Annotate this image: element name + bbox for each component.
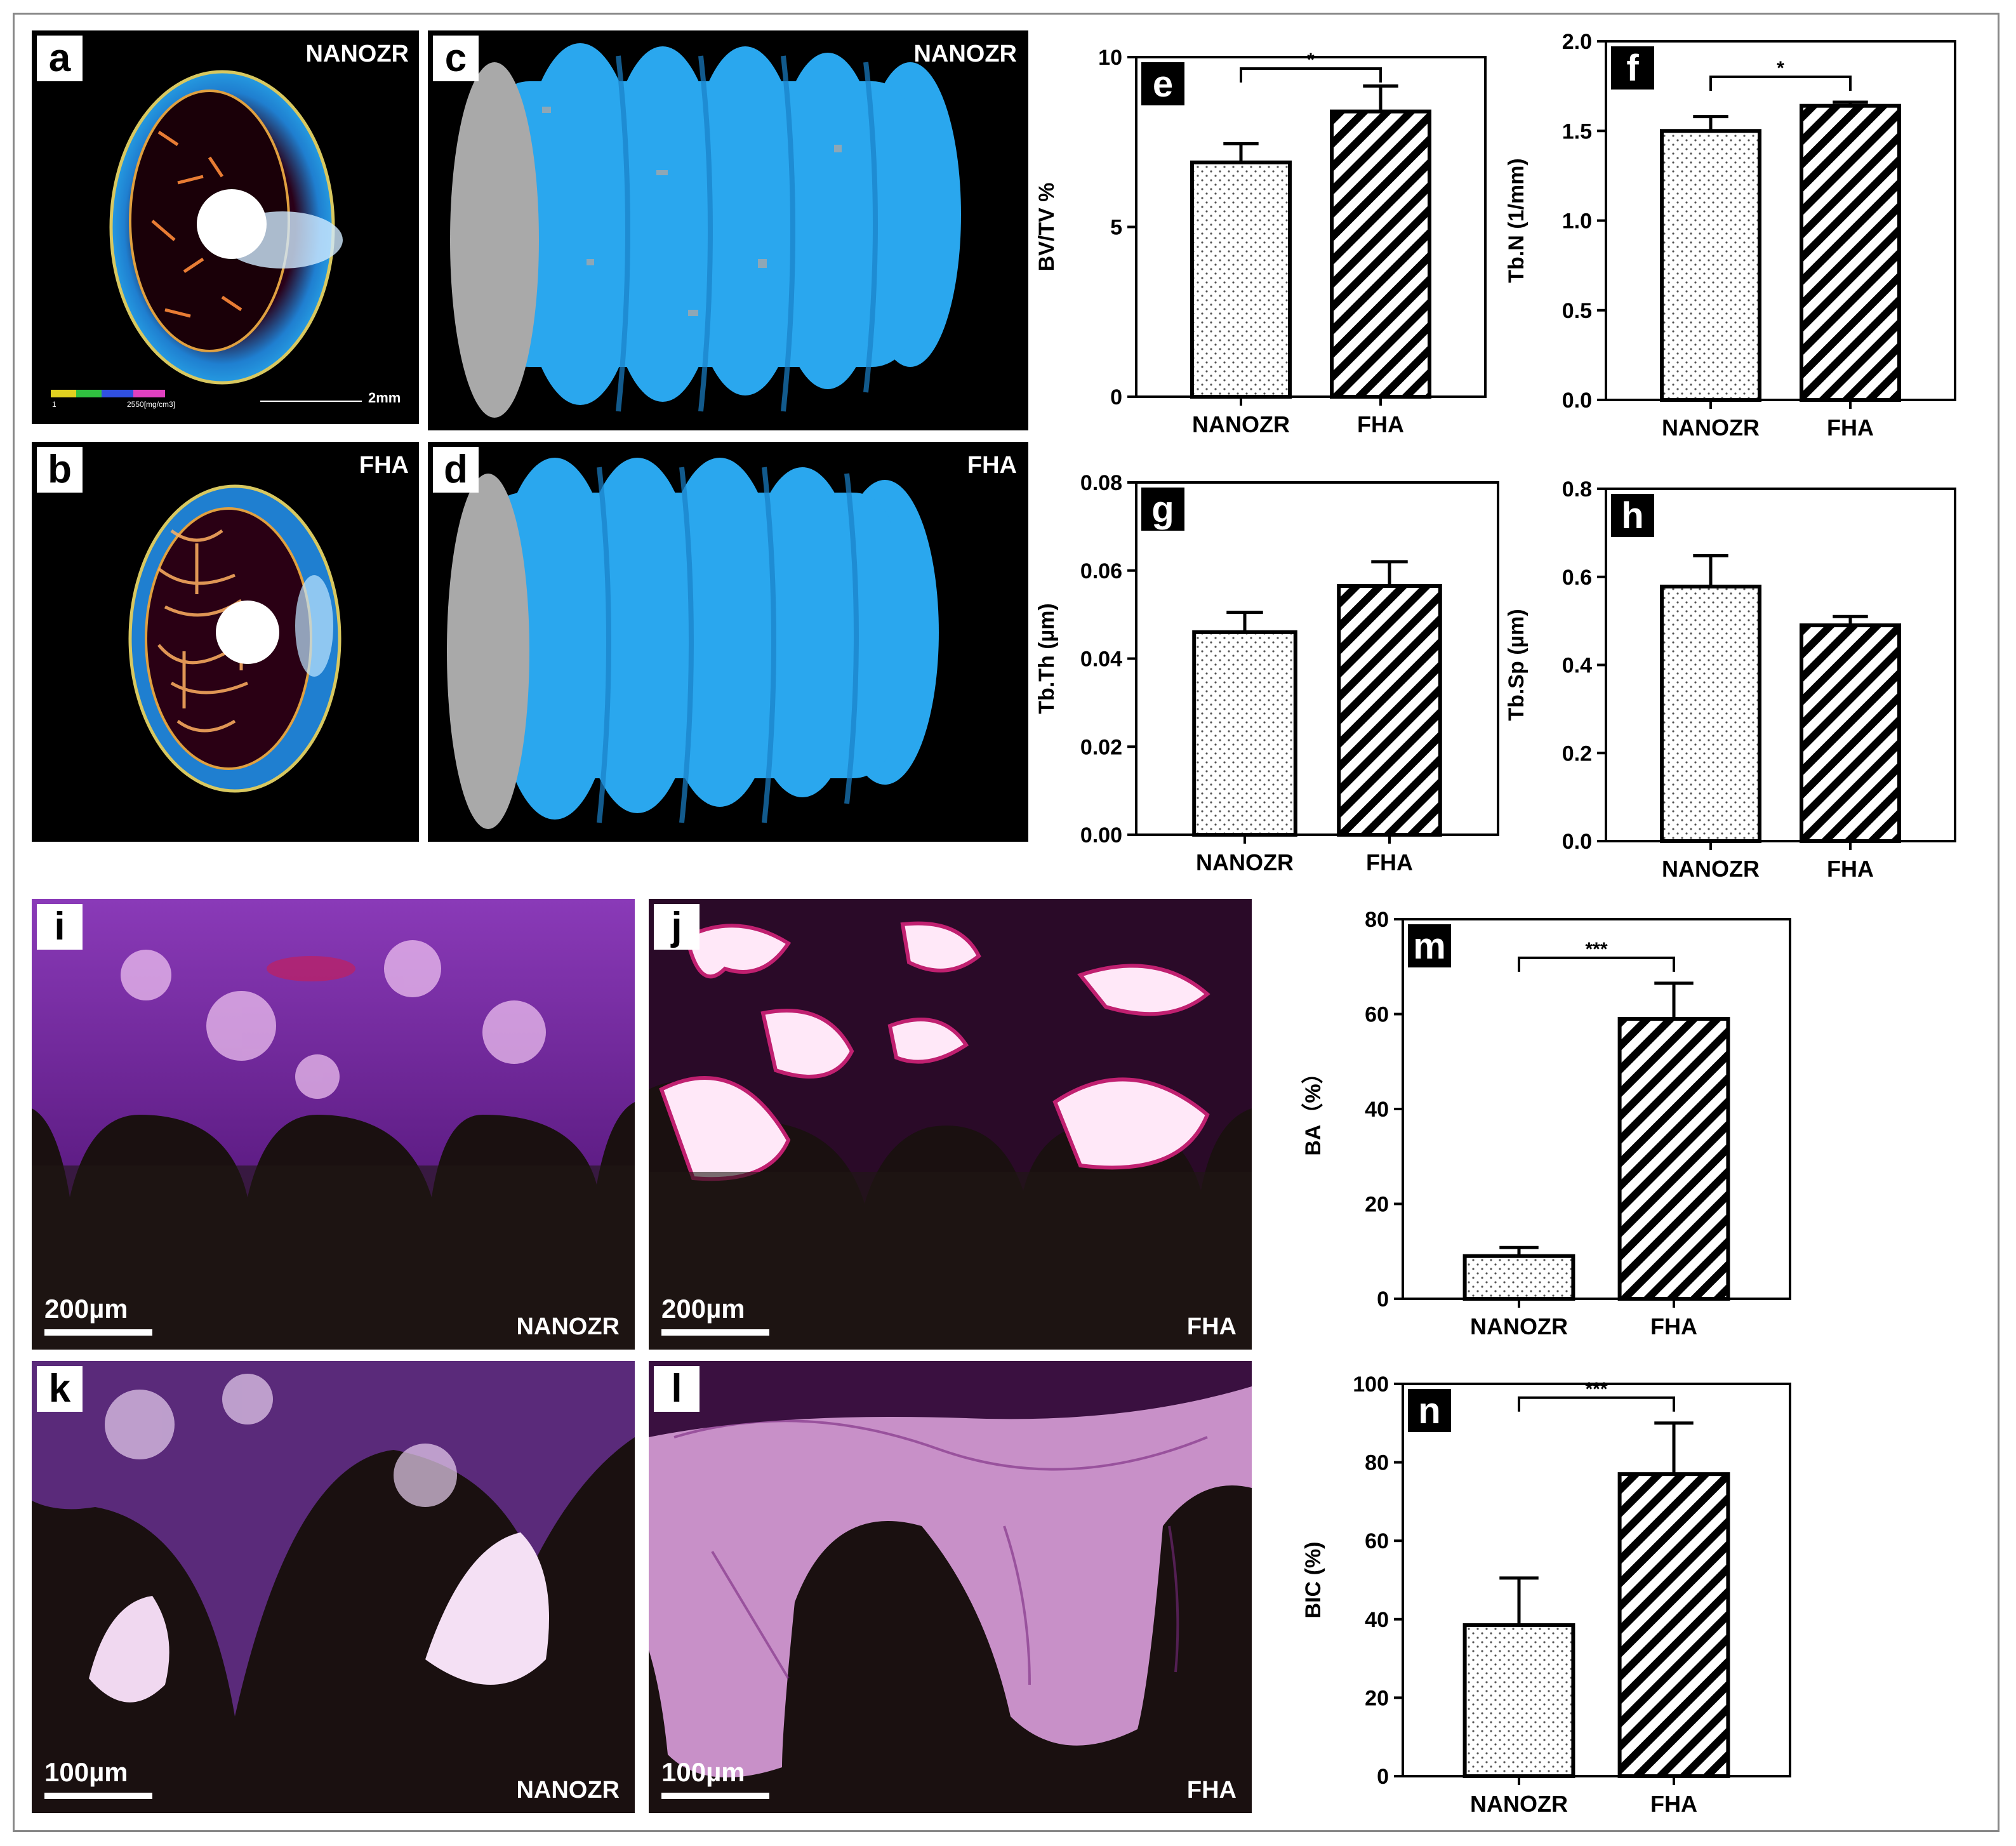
panel-letter-j: j: [654, 904, 700, 950]
panel-k: k NANOZR 100µm: [32, 1361, 635, 1813]
group-label-i: NANOZR: [516, 1313, 620, 1340]
panel-j: j FHA 200µm: [649, 899, 1252, 1350]
ct-section-nanozr: [51, 70, 362, 402]
group-label-k: NANOZR: [516, 1777, 620, 1803]
scale-label-j: 200µm: [661, 1294, 745, 1324]
scale-bar-j: [661, 1329, 769, 1336]
group-label-l: FHA: [1186, 1777, 1237, 1803]
panel-d: d FHA: [428, 442, 1028, 842]
panel-i: i NANOZR 200µm: [32, 899, 635, 1350]
colorbar-max: 2550[mg/cm3]: [127, 400, 176, 409]
scale-label-a: 2mm: [368, 390, 401, 406]
scale-label-i: 200µm: [44, 1294, 128, 1324]
group-label-d: FHA: [967, 452, 1017, 479]
panel-c: c NANOZR: [428, 30, 1028, 430]
panel-a: a NANOZR 1 2550[mg/cm3] 2mm: [32, 30, 419, 424]
colorbar-min: 1: [52, 400, 56, 409]
histology-image-fha-200um: [649, 899, 1252, 1350]
group-label-c: NANOZR: [913, 41, 1017, 67]
panel-letter-a: a: [37, 36, 83, 81]
figure-frame: [13, 13, 1999, 1832]
panel-letter-i: i: [37, 904, 83, 950]
panel-letter-k: k: [37, 1366, 83, 1412]
panel-letter-d: d: [433, 447, 479, 493]
scale-label-l: 100µm: [661, 1757, 745, 1787]
group-label-a: NANOZR: [305, 41, 409, 67]
panel-letter-b: b: [37, 447, 83, 493]
group-label-b: FHA: [359, 452, 409, 479]
histology-image-nanozr-100um: [32, 1361, 635, 1717]
scale-bar-l: [661, 1793, 769, 1799]
scale-bar-k: [44, 1793, 152, 1799]
histology-image-nanozr-200um: [32, 899, 635, 1350]
bone-3d-render-nanozr: [450, 43, 961, 418]
panel-letter-c: c: [433, 36, 479, 81]
bone-3d-render-fha: [447, 458, 939, 829]
panel-l: l FHA 100µm: [649, 1361, 1252, 1813]
panel-letter-l: l: [654, 1366, 700, 1412]
panel-b: b FHA: [32, 442, 419, 842]
scale-label-k: 100µm: [44, 1757, 128, 1787]
ct-section-fha: [128, 484, 342, 793]
histology-image-fha-100um: [649, 1361, 1252, 1777]
group-label-j: FHA: [1186, 1313, 1237, 1340]
scale-bar-i: [44, 1329, 152, 1336]
